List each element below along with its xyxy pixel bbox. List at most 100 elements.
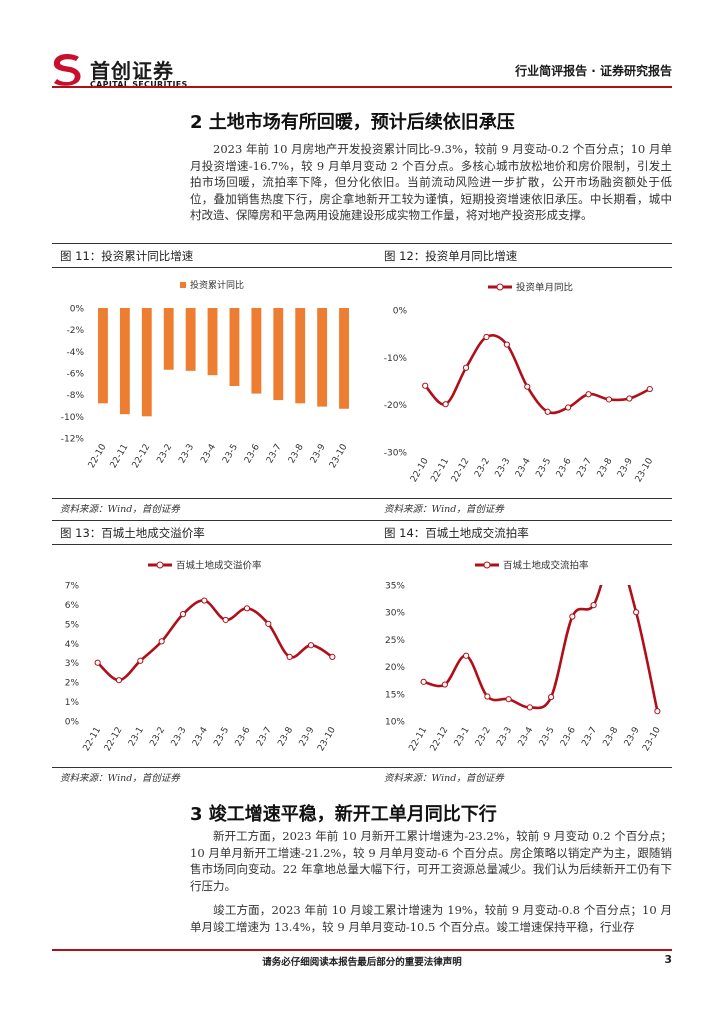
chart-2-x-tick-label: 23-8 [596,456,615,479]
figure-12-source: 资料来源：Wind，首创证券 [384,504,504,515]
chart-3-x-tick-label: 23-9 [298,725,317,748]
chart-3-data-point [115,677,123,684]
chart-3-legend-label: 百城土地成交溢价率 [176,560,262,572]
chart-4-data-point [654,708,661,715]
chart-3-x-tick-label: 22-11 [82,726,104,754]
chart-3-x-tick-label: 23-2 [148,726,167,749]
chart-3-x-tick-label: 23-5 [212,726,231,749]
chart-3-series-line [96,599,334,682]
chart-4-x-tick-label: 23-6 [559,725,578,748]
chart-3-y-tick-label: 4% [65,640,80,650]
section-3-paragraph-2: 竣工方面，2023 年前 10 月竣工累计增速为 19%，较前 9 月变动-0.… [190,902,672,935]
chart-1-x-tick-label: 23-10 [328,442,350,470]
chart-3-legend-marker [156,561,164,569]
chart-4-y-tick-label: 25% [385,636,405,646]
chart-1-y-tick-label: -6% [66,370,84,380]
chart-4-y-tick-label: 10% [385,718,405,728]
chart-4-data-point [548,693,555,701]
chart-2-data-point [483,333,490,341]
chart-1-x-tick-label: 22-11 [109,443,131,471]
chart-2-data-point [544,408,551,415]
chart-4-y-tick-label: 20% [385,663,405,673]
chart-3-y-tick-label: 1% [65,698,80,708]
capital-securities-logo-icon [53,54,81,86]
chart-4-data-point [505,696,512,703]
chart-1-legend-label: 投资累计同比 [190,279,244,291]
chart-4-data-point [526,704,533,711]
section-3-text-2: 竣工方面，2023 年前 10 月竣工累计增速为 19%，较前 9 月变动-0.… [190,903,672,934]
figure-row2-bottom-rule [52,767,672,768]
chart-2-data-point [462,364,470,371]
figure-14-title: 图 14：百城土地成交流拍率 [384,526,529,540]
chart-1-bar [339,308,349,409]
logo-chinese-name: 首创证券 [90,59,174,83]
chart-3-y-tick-label: 3% [65,659,80,669]
chart-1-y-tick-label: -12% [61,435,85,445]
chart-3-x-tick-label: 23-10 [316,725,338,753]
chart-3-x-tick-label: 23-7 [255,726,274,749]
chart-4-x-tick-label: 23-3 [495,726,514,749]
chart-3-y-tick-label: 7% [65,582,80,592]
chart-1-bar [141,308,152,417]
chart-4-legend-marker [483,561,491,569]
chart-3-y-tick-label: 5% [65,620,80,630]
chart-2-x-tick-label: 23-9 [616,456,635,479]
chart-3-data-point [329,653,336,660]
chart-3-x-tick-label: 22-12 [103,726,125,754]
chart-3-data-point [265,620,272,627]
chart-2-x-tick-label: 22-12 [450,457,472,485]
chart-1-bar [207,308,218,376]
chart-1-bar [185,308,196,371]
chart-2-y-tick-label: 0% [393,307,408,317]
chart-2-x-tick-label: 23-3 [494,457,513,480]
chart-4-data-point [463,652,470,659]
chart-2-y-tick-label: -30% [384,449,408,459]
chart-4-data-point [484,693,491,700]
chart-1-bar [295,308,306,404]
chart-4-x-tick-label: 23-4 [517,725,536,748]
chart-3-data-point [243,605,251,612]
chart-1-x-tick-label: 23-2 [155,443,174,466]
chart-2-x-tick-label: 23-4 [514,456,533,479]
chart-3-data-point [158,638,165,645]
chart-4-x-tick-label: 23-7 [580,726,599,749]
chart-1-x-tick-label: 23-7 [265,443,284,466]
chart-4-y-tick-label: 30% [385,609,405,619]
chart-3-data-point [137,657,144,664]
chart-4-x-tick-label: 23-9 [623,725,642,748]
chart-1-x-tick-label: 23-5 [221,443,240,466]
chart-2-y-tick-label: -20% [384,401,408,411]
chart-3-data-point [222,616,229,624]
chart-4-data-point [590,602,597,609]
chart-3-data-point [201,597,208,604]
section-2-paragraph: 2023 年前 10 月房地产开发投资累计同比-9.3%，较前 9 月变动-0.… [190,141,672,224]
chart-1-bar [163,308,174,370]
chart-2-x-tick-label: 23-5 [534,457,553,480]
chart-1-x-tick-label: 23-4 [199,442,218,465]
chart-2-data-point [565,404,572,411]
chart-3-data-point [286,653,293,660]
chart-2-series-line [424,334,651,415]
chart-3-data-point [307,642,315,649]
chart-1-bar [251,308,262,394]
section-2-title: 2 土地市场有所回暖，预计后续依旧承压 [190,112,515,133]
chart-3-x-tick-label: 23-6 [234,725,253,748]
chart-1-y-tick-label: 0% [70,305,85,315]
figure-row1-title-rule [52,267,672,268]
chart-1-x-tick-label: 23-3 [177,443,196,466]
chart-2-legend-label: 投资单月同比 [516,282,573,294]
figure-row1-top-rule [52,243,672,244]
chart-3-x-tick-label: 23-4 [191,725,210,748]
chart-4-x-tick-label: 22-11 [407,726,429,754]
chart-4-data-point [420,678,427,685]
figure-11-source: 资料来源：Wind，首创证券 [60,504,180,515]
figure-11-title: 图 11：投资累计同比增速 [60,249,194,263]
chart-4-x-tick-label: 23-2 [474,726,493,749]
chart-4-data-point [569,613,576,620]
chart-2-x-tick-label: 23-6 [555,456,574,479]
footer-disclaimer: 请务必仔细阅读本报告最后部分的重要法律声明 [262,957,462,968]
chart-2-x-tick-label: 23-10 [634,456,656,484]
chart-3-x-tick-label: 23-3 [170,726,189,749]
chart-2-data-point [524,383,531,390]
